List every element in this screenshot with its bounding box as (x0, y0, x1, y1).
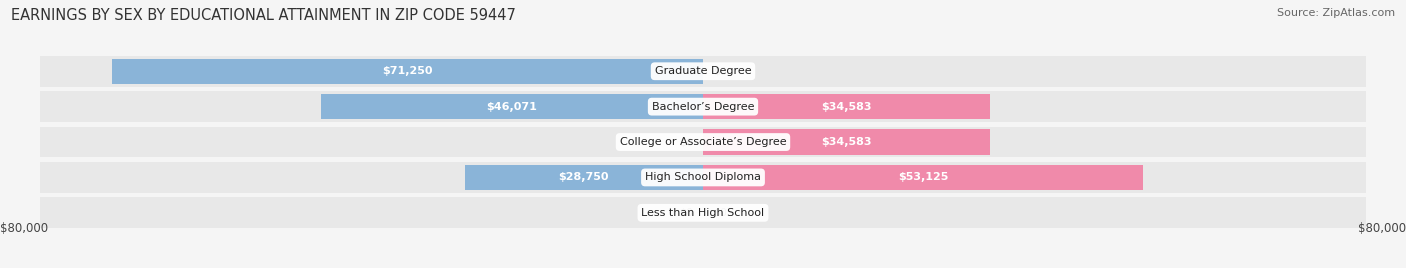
Text: $0: $0 (713, 66, 727, 76)
Bar (39, 91, 1367, 122)
Bar (39, 127, 1367, 157)
Text: $80,000: $80,000 (1358, 222, 1406, 235)
Text: $34,583: $34,583 (821, 102, 872, 112)
Text: EARNINGS BY SEX BY EDUCATIONAL ATTAINMENT IN ZIP CODE 59447: EARNINGS BY SEX BY EDUCATIONAL ATTAINMEN… (11, 8, 516, 23)
Bar (464, 165, 703, 190)
Bar (39, 56, 1367, 87)
Text: Less than High School: Less than High School (641, 208, 765, 218)
Text: $0: $0 (679, 137, 693, 147)
Text: Source: ZipAtlas.com: Source: ZipAtlas.com (1277, 8, 1395, 18)
Bar (39, 162, 1367, 193)
Text: $53,125: $53,125 (898, 172, 949, 183)
Text: $71,250: $71,250 (382, 66, 433, 76)
Text: College or Associate’s Degree: College or Associate’s Degree (620, 137, 786, 147)
Text: $28,750: $28,750 (558, 172, 609, 183)
Bar (703, 165, 1143, 190)
Text: $0: $0 (713, 208, 727, 218)
Bar (703, 129, 990, 155)
Bar (112, 58, 703, 84)
Text: $80,000: $80,000 (0, 222, 48, 235)
Text: Bachelor’s Degree: Bachelor’s Degree (652, 102, 754, 112)
Bar (321, 94, 703, 119)
Bar (39, 198, 1367, 228)
Text: $0: $0 (679, 208, 693, 218)
Text: $46,071: $46,071 (486, 102, 537, 112)
Text: Graduate Degree: Graduate Degree (655, 66, 751, 76)
Bar (703, 94, 990, 119)
Text: $34,583: $34,583 (821, 137, 872, 147)
Text: High School Diploma: High School Diploma (645, 172, 761, 183)
